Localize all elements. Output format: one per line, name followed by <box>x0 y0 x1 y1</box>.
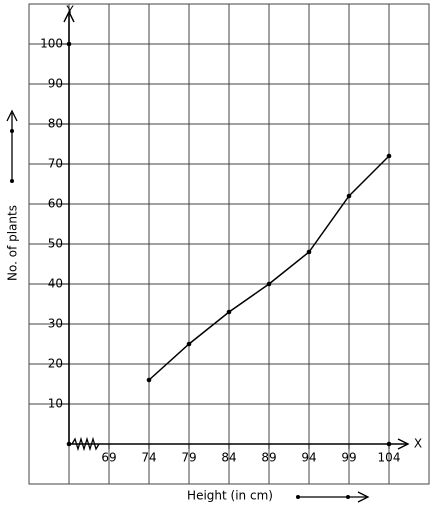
y-arrow <box>63 10 75 23</box>
origin-dot <box>66 441 72 447</box>
point <box>146 377 152 383</box>
x-label-arrow <box>298 491 370 503</box>
y-tick-label: 40 <box>48 277 63 291</box>
point <box>386 153 392 159</box>
arrow-dot <box>10 179 14 183</box>
y-tick-label: 100 <box>40 37 63 51</box>
y-tick-label: 80 <box>48 117 63 131</box>
x-tick-label: 94 <box>301 451 316 465</box>
x-tick-label: 69 <box>101 451 116 465</box>
y-tick-label: 20 <box>48 357 63 371</box>
y-axis-name: Y <box>65 4 74 18</box>
y-tick-label: 30 <box>48 317 63 331</box>
x-axis-name: X <box>414 437 422 451</box>
x-tick-label: 74 <box>141 451 156 465</box>
y-label-arrow <box>6 109 18 181</box>
y-tick-label: 60 <box>48 197 63 211</box>
y-axis-label: No. of plants <box>6 205 20 281</box>
x-tick-label: 99 <box>341 451 356 465</box>
point <box>346 193 352 199</box>
y-tick-label: 70 <box>48 157 63 171</box>
point <box>186 341 192 347</box>
y-tick-label: 10 <box>48 397 63 411</box>
arrow-dot <box>346 495 350 499</box>
y-tick-label: 50 <box>48 237 63 251</box>
y-tick-label: 90 <box>48 77 63 91</box>
x-tick-label: 79 <box>181 451 196 465</box>
x-tick-label: 84 <box>221 451 236 465</box>
arrow-dot <box>296 495 300 499</box>
point <box>226 309 232 315</box>
x-tick-label: 104 <box>378 451 401 465</box>
point <box>306 249 312 255</box>
arrow-dot <box>10 129 14 133</box>
x-tick-label: 89 <box>261 451 276 465</box>
point <box>266 281 272 287</box>
axis-break <box>71 436 100 452</box>
x-arrow <box>397 438 410 450</box>
x-axis-label: Height (in cm) <box>187 489 273 503</box>
